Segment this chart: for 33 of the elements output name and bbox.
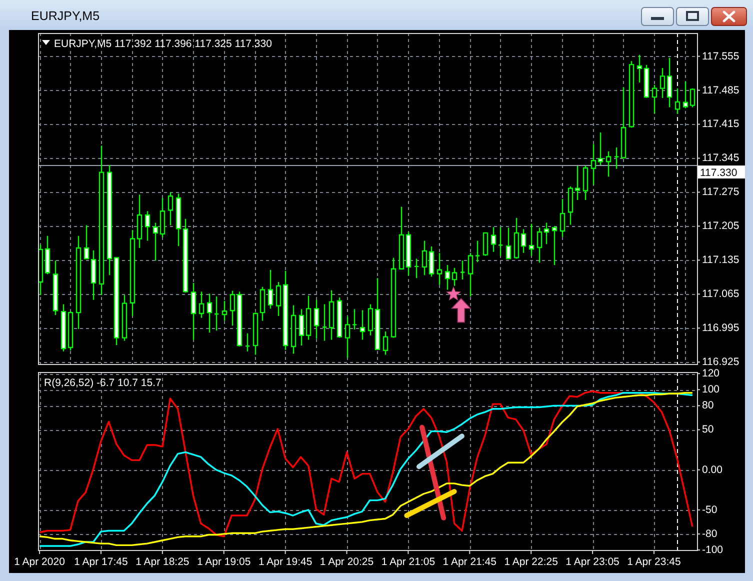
y-tick-label: -80	[702, 528, 718, 540]
chart-title: EURJPY,M5	[31, 9, 100, 23]
y-tick-label: 100	[702, 384, 720, 396]
x-tick-label: 1 Apr 20:25	[320, 556, 374, 568]
y-tick-label: -50	[702, 504, 718, 516]
x-tick-label: 1 Apr 23:05	[566, 556, 620, 568]
y-tick-label: 117.485	[702, 84, 740, 96]
x-tick-label: 1 Apr 18:25	[136, 556, 190, 568]
x-tick-label: 1 Apr 23:45	[627, 556, 681, 568]
ref-line-label: 117.330	[700, 167, 738, 179]
x-tick-label: 1 Apr 17:45	[74, 556, 128, 568]
y-tick-label: 117.135	[702, 254, 740, 266]
y-tick-label: 117.415	[702, 118, 740, 130]
y-tick-label: 80	[702, 400, 714, 412]
y-tick-label: 116.995	[702, 322, 740, 334]
text: R(9,26,52) -6.7 10.7 15.7	[44, 377, 162, 389]
x-tick-label: 1 Apr 19:45	[258, 556, 312, 568]
x-tick-label: 1 Apr 22:25	[504, 556, 558, 568]
y-tick-label: 117.275	[702, 186, 740, 198]
y-tick-label: 0.00	[702, 464, 723, 476]
y-tick-label: -100	[702, 544, 724, 556]
y-tick-label: 120	[702, 368, 720, 380]
x-tick-label: 1 Apr 21:05	[381, 556, 436, 568]
y-tick-label: 116.925	[702, 356, 740, 368]
y-tick-label: 117.555	[702, 50, 740, 62]
y-tick-label: 50	[702, 424, 714, 436]
y-tick-label: 117.065	[702, 288, 740, 300]
x-tick-label: 1 Apr 21:45	[442, 556, 497, 568]
x-tick-label: 1 Apr 2020	[14, 556, 66, 568]
text: EURJPY,M5 117.392 117.396 117.325 117.330	[54, 38, 272, 50]
y-tick-label: 117.345	[702, 152, 740, 164]
x-tick-label: 1 Apr 19:05	[197, 556, 251, 568]
y-tick-label: 117.205	[702, 220, 740, 232]
